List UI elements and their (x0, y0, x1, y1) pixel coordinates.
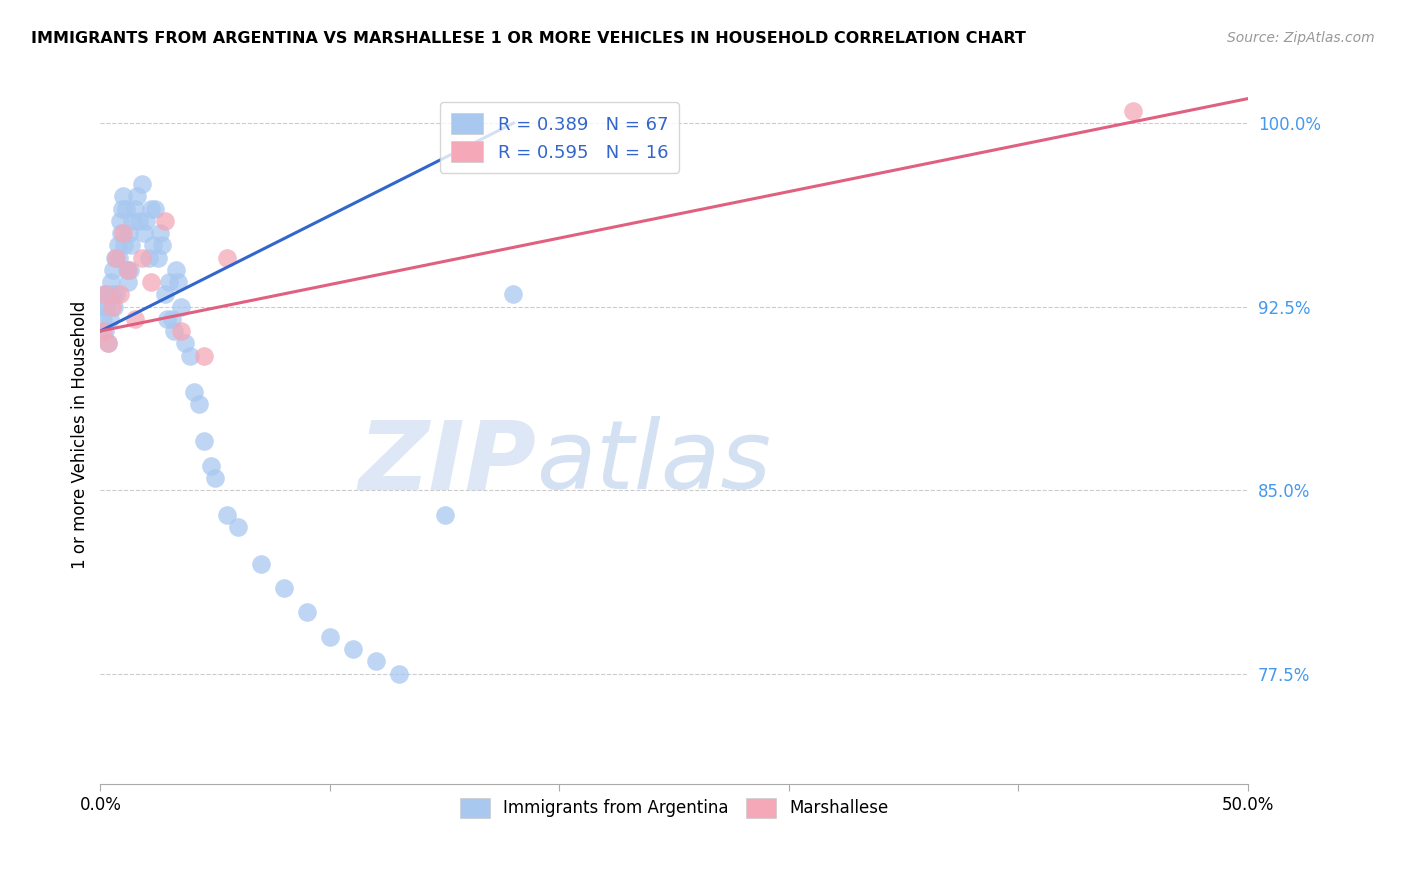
Point (200, 458, 222, 473)
Point (120, 238, 142, 252)
Point (388, 666, 411, 681)
Point (193, 434, 215, 449)
Point (90, 300, 112, 314)
Point (121, 214, 143, 228)
Point (215, 508, 238, 522)
Point (120, 263, 142, 277)
Point (131, 251, 153, 265)
Point (101, 300, 124, 314)
Point (97, 336, 120, 351)
Point (94, 324, 117, 338)
Point (174, 336, 197, 351)
Point (342, 642, 364, 657)
Point (112, 226, 135, 240)
Point (124, 202, 146, 216)
Point (96, 287, 118, 301)
Point (145, 202, 167, 216)
Point (107, 251, 129, 265)
Point (188, 397, 211, 411)
Point (156, 311, 179, 326)
Point (94, 287, 117, 301)
Point (160, 311, 183, 326)
Point (108, 287, 131, 301)
Text: Source: ZipAtlas.com: Source: ZipAtlas.com (1227, 31, 1375, 45)
Point (146, 251, 169, 265)
Point (138, 251, 160, 265)
Point (273, 581, 295, 595)
Point (117, 263, 139, 277)
Point (193, 349, 215, 363)
Point (91, 324, 114, 338)
Point (131, 178, 153, 192)
Point (204, 471, 226, 485)
Point (91, 311, 114, 326)
Point (103, 300, 125, 314)
Point (114, 238, 136, 252)
Text: IMMIGRANTS FROM ARGENTINA VS MARSHALLESE 1 OR MORE VEHICLES IN HOUSEHOLD CORRELA: IMMIGRANTS FROM ARGENTINA VS MARSHALLESE… (31, 31, 1026, 46)
Point (128, 214, 150, 228)
Point (139, 275, 162, 289)
Point (1122, 103, 1144, 118)
Point (97, 336, 120, 351)
Point (149, 226, 172, 240)
Text: atlas: atlas (537, 417, 772, 509)
Point (163, 324, 186, 338)
Point (215, 251, 238, 265)
Point (112, 189, 135, 203)
Text: ZIP: ZIP (359, 417, 537, 509)
Point (170, 324, 193, 338)
Point (150, 238, 173, 252)
Point (170, 300, 193, 314)
Point (183, 385, 205, 400)
Point (250, 557, 273, 571)
Point (93, 287, 115, 301)
Point (226, 520, 249, 534)
Point (179, 349, 201, 363)
Point (101, 263, 124, 277)
Point (295, 606, 318, 620)
Point (142, 238, 165, 252)
Point (100, 275, 122, 289)
Point (108, 214, 131, 228)
Point (101, 287, 124, 301)
Point (153, 214, 176, 228)
Y-axis label: 1 or more Vehicles in Household: 1 or more Vehicles in Household (72, 301, 89, 569)
Point (165, 263, 187, 277)
Point (124, 311, 146, 326)
Point (153, 287, 176, 301)
Point (319, 630, 342, 644)
Point (135, 214, 157, 228)
Point (157, 275, 180, 289)
Legend: Immigrants from Argentina, Marshallese: Immigrants from Argentina, Marshallese (454, 791, 894, 824)
Point (117, 275, 139, 289)
Point (433, 508, 456, 522)
Point (105, 287, 128, 301)
Point (502, 287, 524, 301)
Point (104, 251, 127, 265)
Point (94, 300, 117, 314)
Point (114, 202, 136, 216)
Point (110, 226, 132, 240)
Point (132, 226, 155, 240)
Point (111, 202, 134, 216)
Point (167, 275, 190, 289)
Point (118, 226, 141, 240)
Point (98, 311, 121, 326)
Point (115, 263, 138, 277)
Point (105, 251, 128, 265)
Point (364, 654, 387, 668)
Point (139, 202, 162, 216)
Point (125, 189, 148, 203)
Point (107, 238, 129, 252)
